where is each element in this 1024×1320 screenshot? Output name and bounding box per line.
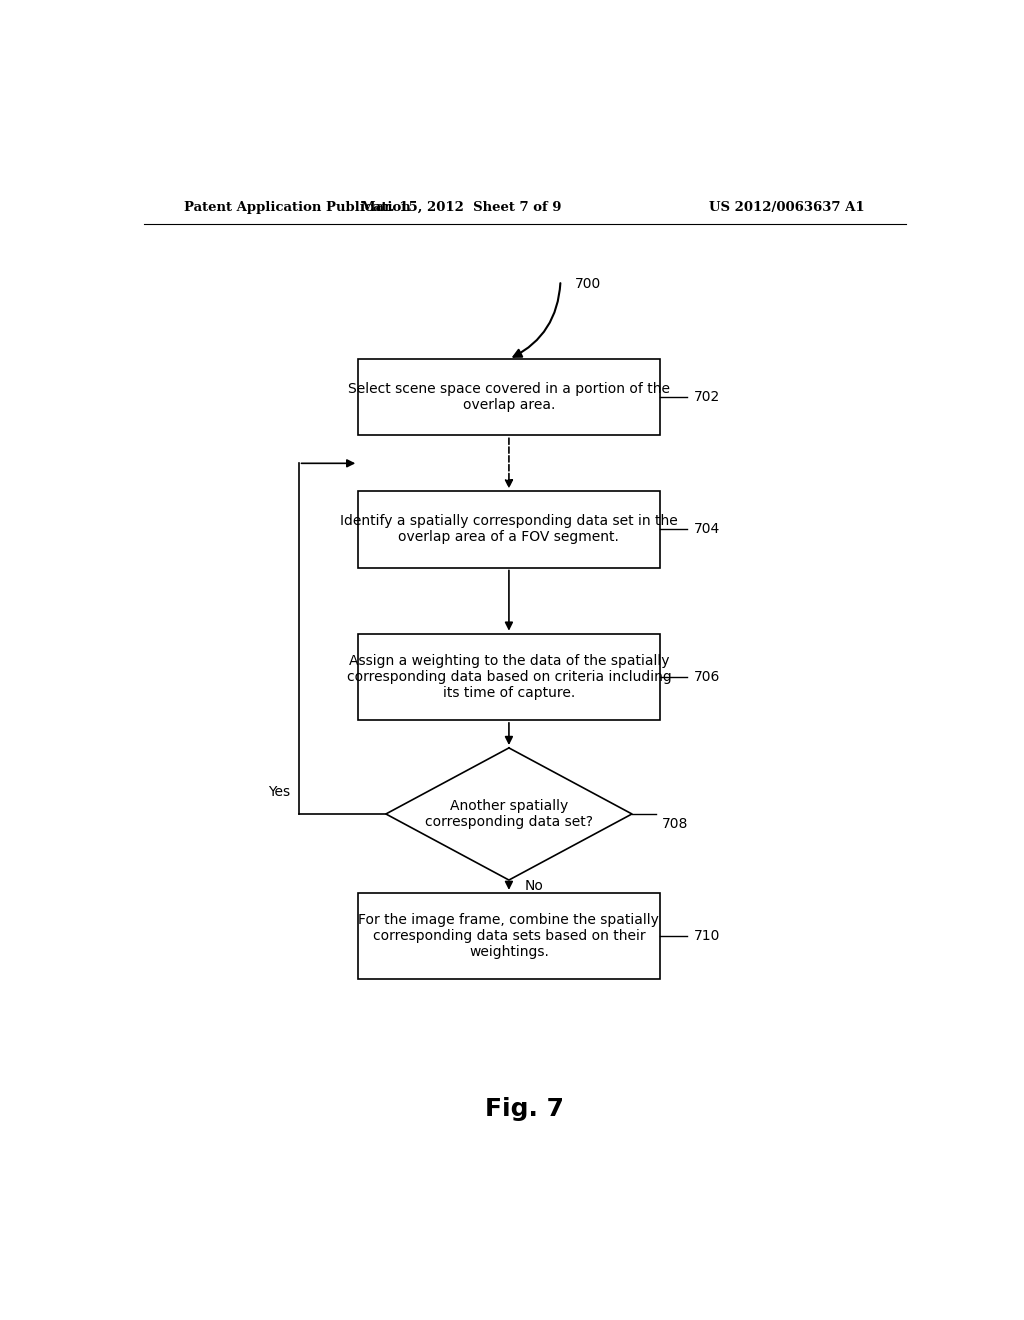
Polygon shape bbox=[386, 748, 632, 880]
FancyBboxPatch shape bbox=[358, 359, 659, 436]
FancyArrowPatch shape bbox=[513, 284, 560, 356]
Text: Identify a spatially corresponding data set in the
overlap area of a FOV segment: Identify a spatially corresponding data … bbox=[340, 515, 678, 544]
FancyBboxPatch shape bbox=[358, 491, 659, 568]
Text: US 2012/0063637 A1: US 2012/0063637 A1 bbox=[709, 201, 864, 214]
Text: 706: 706 bbox=[694, 669, 720, 684]
Text: Fig. 7: Fig. 7 bbox=[485, 1097, 564, 1121]
Text: 700: 700 bbox=[574, 277, 601, 292]
Text: No: No bbox=[524, 879, 544, 894]
Text: 702: 702 bbox=[694, 391, 720, 404]
Text: 710: 710 bbox=[694, 929, 720, 942]
Text: Mar. 15, 2012  Sheet 7 of 9: Mar. 15, 2012 Sheet 7 of 9 bbox=[361, 201, 561, 214]
Text: 708: 708 bbox=[663, 817, 688, 832]
Text: Another spatially
corresponding data set?: Another spatially corresponding data set… bbox=[425, 799, 593, 829]
FancyBboxPatch shape bbox=[358, 892, 659, 979]
Text: Patent Application Publication: Patent Application Publication bbox=[183, 201, 411, 214]
Text: 704: 704 bbox=[694, 523, 720, 536]
Text: Assign a weighting to the data of the spatially
corresponding data based on crit: Assign a weighting to the data of the sp… bbox=[346, 653, 672, 700]
Text: For the image frame, combine the spatially
corresponding data sets based on thei: For the image frame, combine the spatial… bbox=[358, 912, 659, 960]
Text: Select scene space covered in a portion of the
overlap area.: Select scene space covered in a portion … bbox=[348, 383, 670, 412]
Text: Yes: Yes bbox=[268, 784, 291, 799]
FancyBboxPatch shape bbox=[358, 634, 659, 719]
